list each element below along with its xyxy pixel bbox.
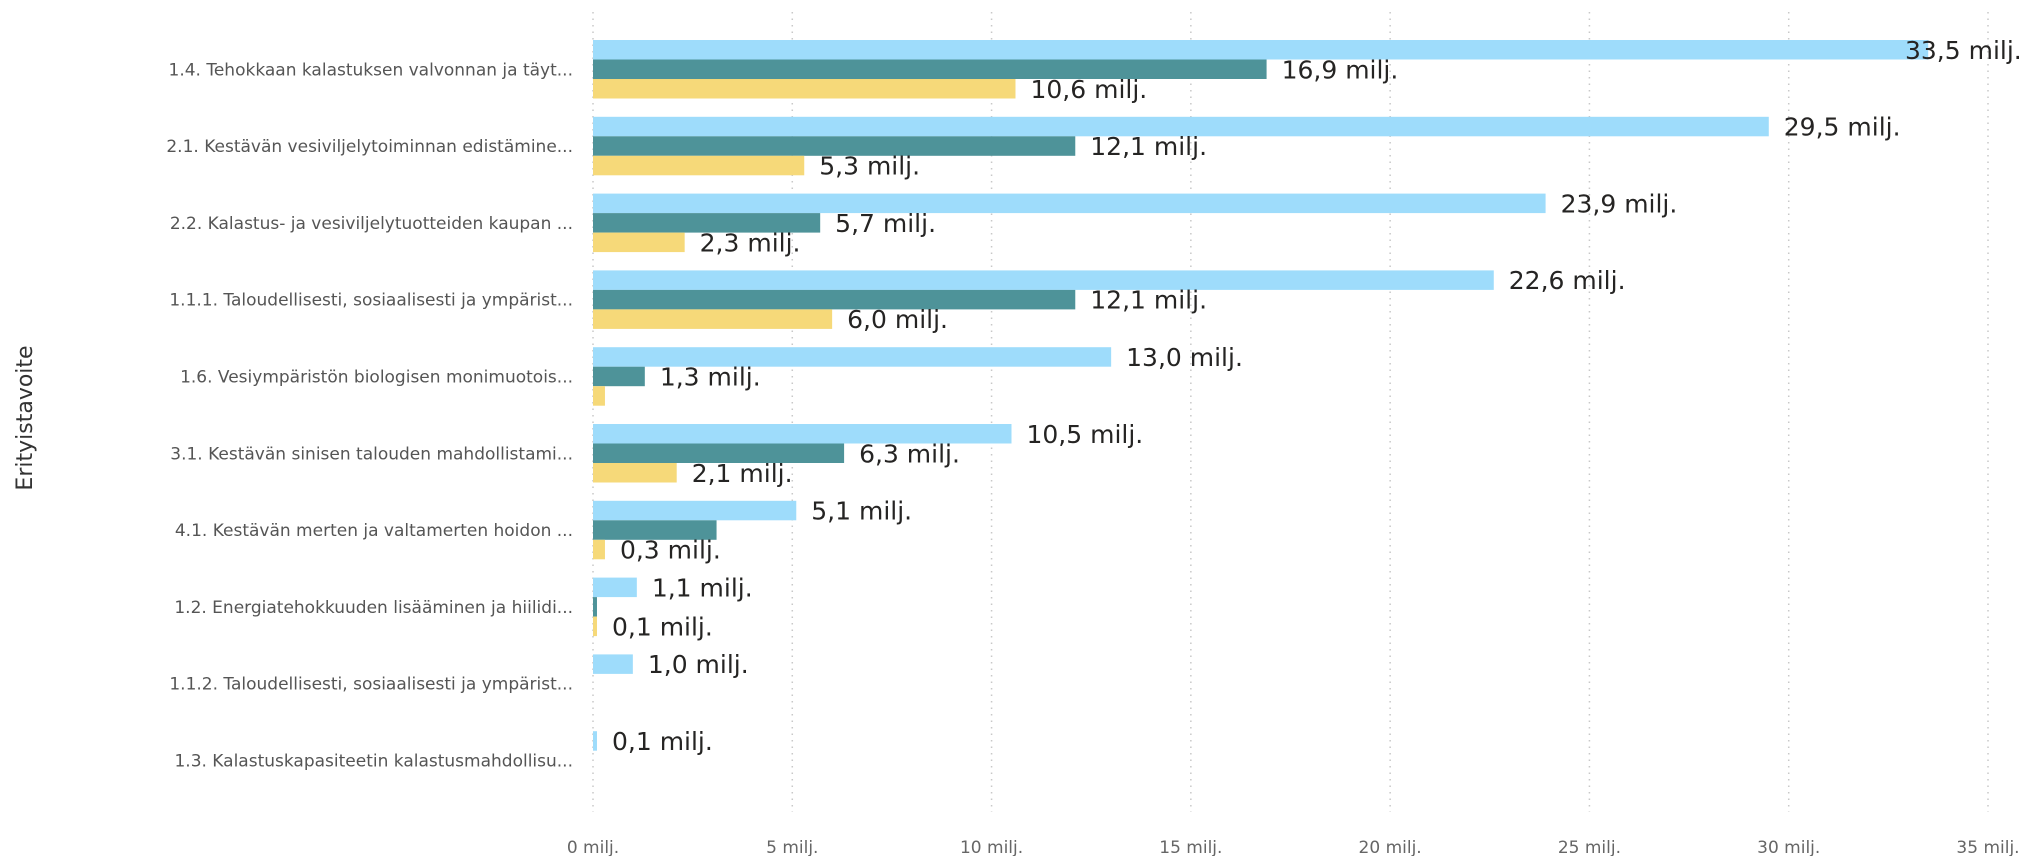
- bars: [593, 40, 1929, 751]
- bar: [593, 500, 797, 521]
- data-label: 23,9 milj.: [1561, 189, 1678, 218]
- bar: [593, 232, 685, 253]
- bar: [593, 347, 1112, 367]
- x-tick-label: 15 milj.: [1159, 838, 1222, 856]
- data-label: 5,3 milj.: [819, 152, 920, 181]
- bar: [593, 309, 833, 329]
- bar: [593, 366, 645, 387]
- bar: [593, 213, 821, 233]
- bar: [593, 193, 1546, 214]
- bar: [593, 597, 597, 617]
- bar: [593, 616, 597, 637]
- bar: [593, 116, 1769, 137]
- data-label: 22,6 milj.: [1509, 266, 1626, 295]
- data-label: 0,3 milj.: [620, 536, 721, 565]
- x-tick-label: 30 milj.: [1757, 838, 1820, 856]
- bar: [593, 155, 805, 176]
- category-label: 1.2. Energiatehokkuuden lisääminen ja hi…: [174, 598, 573, 618]
- bar: [593, 270, 1494, 290]
- data-label: 6,3 milj.: [859, 439, 960, 468]
- x-tick-label: 25 milj.: [1558, 838, 1621, 856]
- bar: [593, 654, 633, 674]
- data-label: 10,6 milj.: [1030, 75, 1147, 104]
- data-label: 1,0 milj.: [648, 650, 749, 679]
- bar: [593, 463, 677, 483]
- x-tick-label: 0 milj.: [567, 838, 619, 856]
- bar: [593, 79, 1016, 99]
- data-label: 1,1 milj.: [652, 573, 753, 602]
- bar: [593, 59, 1267, 79]
- bar: [593, 136, 1076, 156]
- data-label: 12,1 milj.: [1090, 286, 1207, 315]
- category-label: 1.4. Tehokkaan kalastuksen valvonnan ja …: [169, 60, 574, 80]
- bar: [593, 731, 597, 751]
- y-axis-title: Erityistavoite: [13, 345, 38, 490]
- data-label: 2,3 milj.: [700, 228, 801, 257]
- bar: [593, 40, 1929, 60]
- data-label: 6,0 milj.: [847, 305, 948, 334]
- data-label: 33,5 milj.: [1905, 36, 2022, 65]
- x-tick-label: 20 milj.: [1359, 838, 1422, 856]
- data-label: 2,1 milj.: [692, 459, 793, 488]
- bar: [593, 539, 605, 560]
- data-labels: 33,5 milj. 29,5 milj. 23,9 milj. 22,6 milj.…: [612, 36, 2022, 756]
- data-label: 0,1 milj.: [612, 612, 713, 641]
- bar: [593, 424, 1012, 444]
- x-tick-label: 10 milj.: [960, 838, 1023, 856]
- data-label: 10,5 milj.: [1027, 420, 1144, 449]
- bar: [593, 443, 845, 463]
- data-label: 1,3 milj.: [660, 362, 761, 391]
- x-tick-label: 5 milj.: [766, 838, 818, 856]
- data-label: 16,9 milj.: [1282, 55, 1399, 84]
- data-label: 29,5 milj.: [1784, 113, 1901, 142]
- category-label: 2.2. Kalastus- ja vesiviljelytuotteiden …: [170, 214, 573, 234]
- x-axis-ticks: 0 milj. 5 milj. 10 milj. 15 milj. 20 milj. 25…: [567, 838, 2020, 856]
- data-label: 5,7 milj.: [835, 209, 936, 238]
- category-label: 1.1.1. Taloudellisesti, sosiaalisesti ja…: [169, 291, 573, 311]
- bar: [593, 577, 637, 598]
- bar: [593, 386, 605, 406]
- category-label: 1.6. Vesiympäristön biologisen monimuoto…: [180, 367, 573, 387]
- category-label: 4.1. Kestävän merten ja valtamerten hoid…: [175, 521, 573, 541]
- category-label: 1.1.2. Taloudellisesti, sosiaalisesti ja…: [169, 675, 573, 695]
- category-label: 2.1. Kestävän vesiviljelytoiminnan edist…: [166, 137, 573, 157]
- data-label: 0,1 milj.: [612, 727, 713, 756]
- data-label: 12,1 milj.: [1090, 132, 1207, 161]
- x-tick-label: 35 milj.: [1956, 838, 2019, 856]
- category-label: 1.3. Kalastuskapasiteetin kalastusmahdol…: [174, 751, 573, 771]
- category-labels: 1.4. Tehokkaan kalastuksen valvonnan ja …: [166, 60, 573, 771]
- data-label: 5,1 milj.: [811, 497, 912, 526]
- bar: [593, 289, 1076, 310]
- category-label: 3.1. Kestävän sinisen talouden mahdollis…: [170, 444, 573, 464]
- data-label: 13,0 milj.: [1126, 343, 1243, 372]
- bar: [593, 520, 717, 540]
